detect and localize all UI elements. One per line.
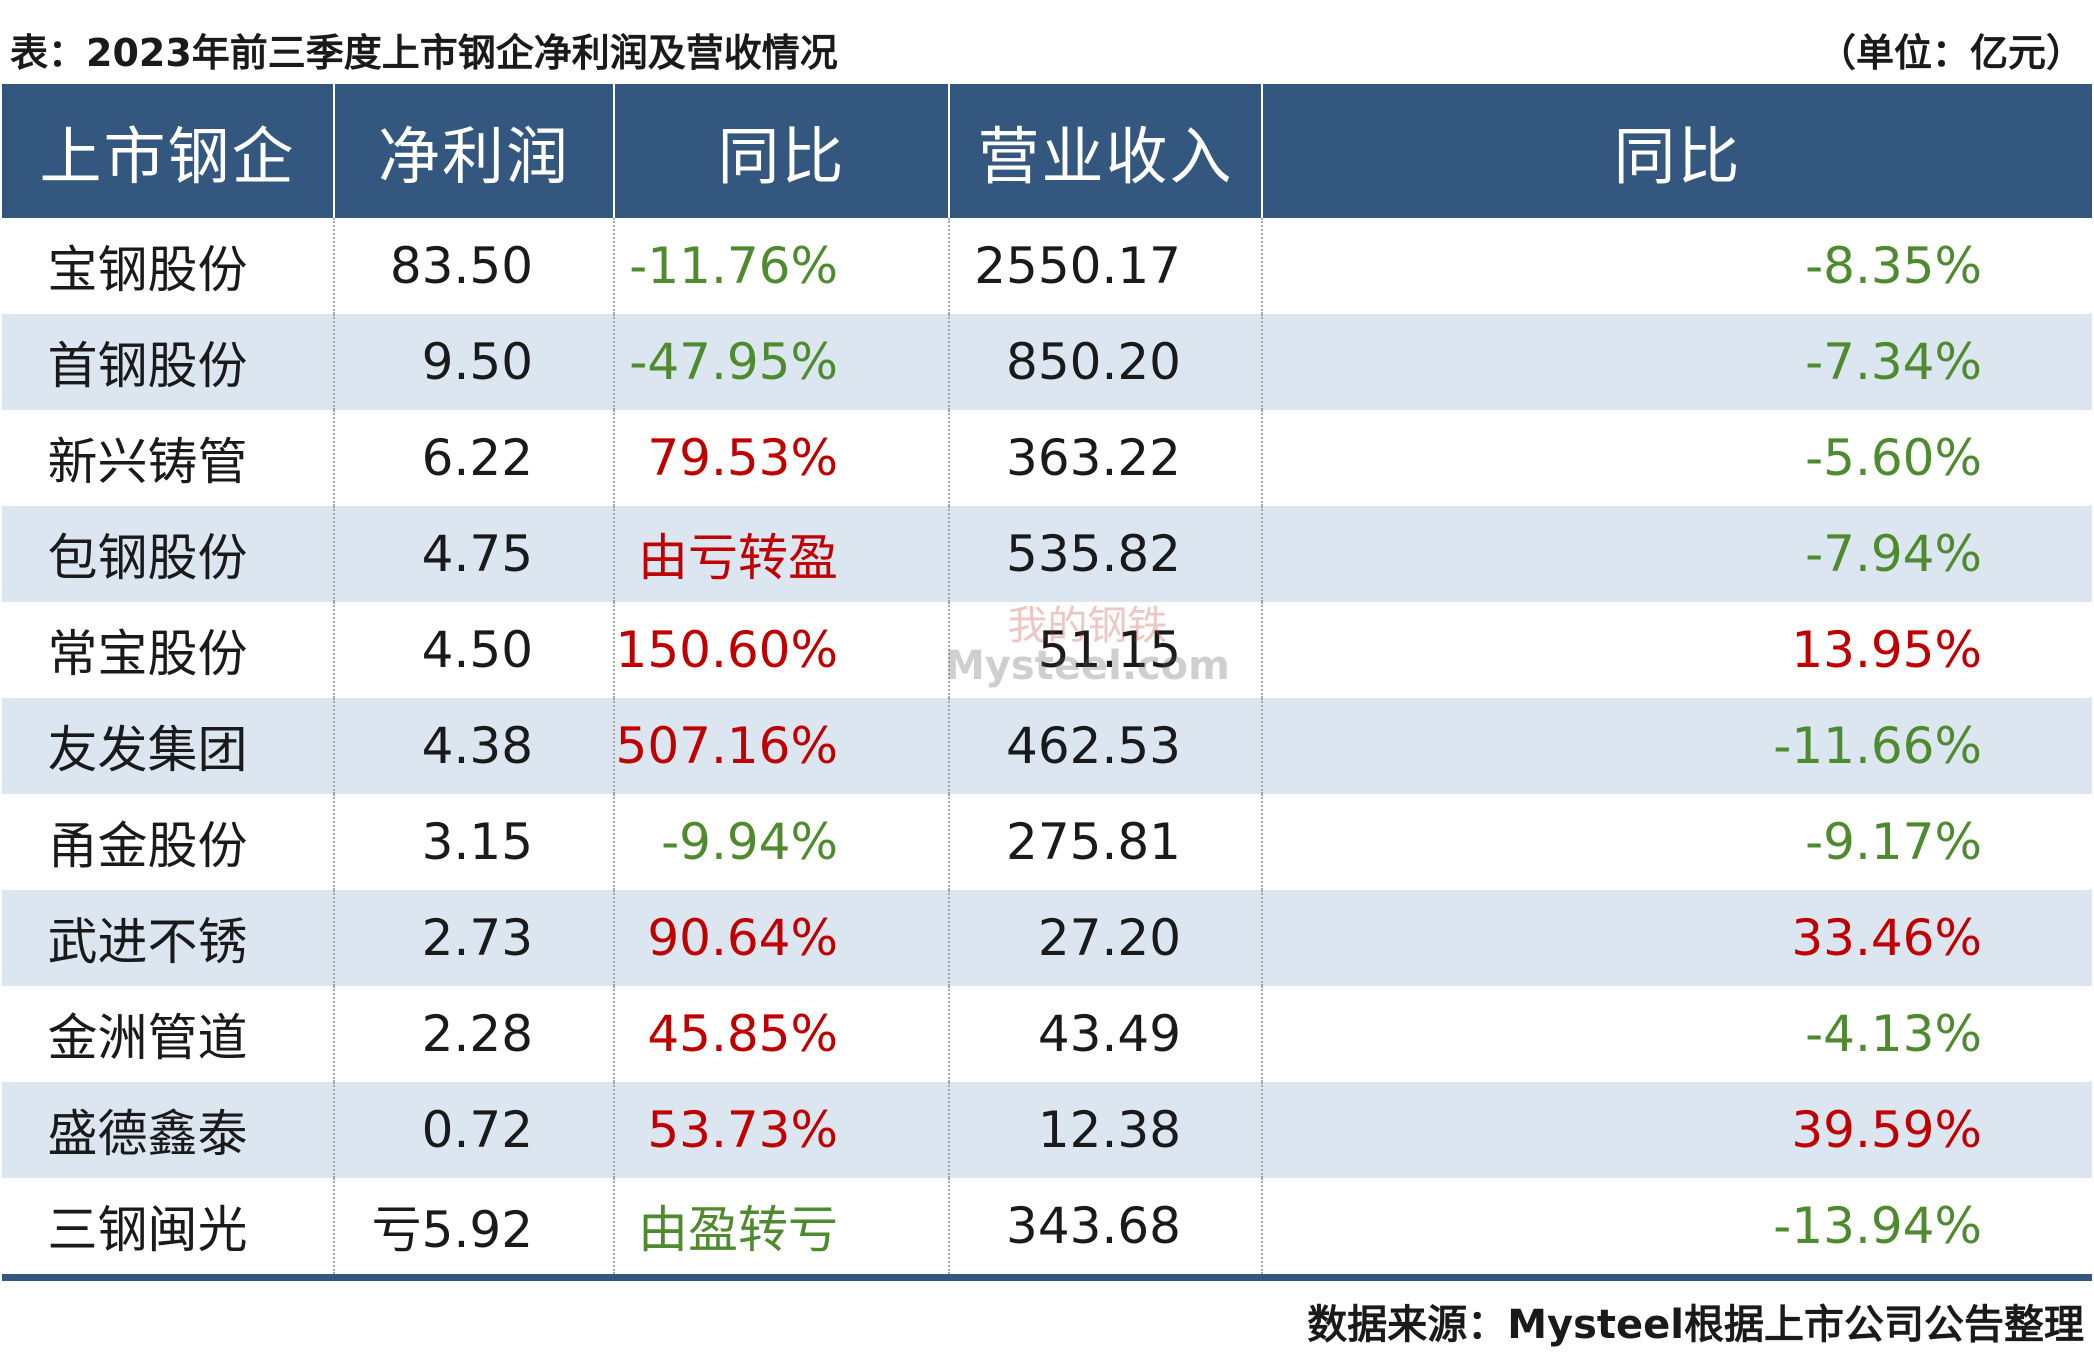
revenue-yoy-cell: -8.35% (1261, 218, 2092, 314)
steel-companies-table: 上市钢企 净利润 同比 营业收入 同比 宝钢股份 83.50 -11.76% 2550… (2, 84, 2092, 1274)
company-cell: 常宝股份 (47, 625, 248, 683)
net-profit-cell: 0.72 (333, 1082, 614, 1178)
net-profit-cell: 6.22 (333, 410, 614, 506)
company-cell: 三钢闽光 (47, 1201, 248, 1259)
revenue-cell: 51.15 (948, 602, 1262, 698)
table-row: 盛德鑫泰 0.72 53.73% 12.38 39.59% (2, 1082, 2092, 1178)
profit-yoy-cell: 507.16% (613, 698, 949, 794)
company-cell: 甬金股份 (47, 817, 248, 875)
net-profit-cell: 2.28 (333, 986, 614, 1082)
company-cell: 宝钢股份 (47, 241, 248, 299)
revenue-yoy-cell: -4.13% (1261, 986, 2092, 1082)
net-profit-cell: 4.75 (333, 506, 614, 602)
revenue-cell: 343.68 (948, 1178, 1262, 1274)
company-cell: 金洲管道 (47, 1009, 248, 1067)
revenue-cell: 850.20 (948, 314, 1262, 410)
revenue-cell: 275.81 (948, 794, 1262, 890)
table-row: 友发集团 4.38 507.16% 462.53 -11.66% (2, 698, 2092, 794)
company-cell: 首钢股份 (2, 314, 334, 410)
table-row: 金洲管道 2.28 45.85% 43.49 -4.13% (2, 986, 2092, 1082)
col-header-revenue: 营业收入 (948, 84, 1262, 218)
revenue-yoy-cell: 13.95% (1261, 602, 2092, 698)
profit-yoy-cell: -47.95% (613, 314, 949, 410)
profit-yoy-cell: 90.64% (613, 890, 949, 986)
table-row: 甬金股份 3.15 -9.94% 275.81 -9.17% (2, 794, 2092, 890)
net-profit-cell: 4.38 (333, 698, 614, 794)
col-header-revenue-yoy: 同比 (1261, 84, 2092, 218)
company-cell: 友发集团 (2, 698, 334, 794)
revenue-yoy-cell: 33.46% (1261, 890, 2092, 986)
profit-yoy-cell: -9.94% (613, 794, 949, 890)
table-row: 常宝股份 4.50 150.60% 51.15 13.95% (2, 602, 2092, 698)
header-row: 上市钢企 净利润 同比 营业收入 同比 (2, 84, 2092, 218)
revenue-cell: 27.20 (948, 890, 1262, 986)
revenue-cell: 43.49 (948, 986, 1262, 1082)
company-cell: 新兴铸管 (47, 433, 248, 491)
profit-yoy-cell: 150.60% (613, 602, 949, 698)
revenue-cell: 2550.17 (948, 218, 1262, 314)
bottom-rule (2, 1274, 2092, 1281)
table-row: 宝钢股份 83.50 -11.76% 2550.17 -8.35% (2, 218, 2092, 314)
company-cell: 武进不锈 (2, 890, 334, 986)
company-cell: 包钢股份 (2, 506, 334, 602)
col-header-profit-yoy: 同比 (613, 84, 949, 218)
unit-label: （单位：亿元） (1817, 31, 2084, 75)
table-row: 三钢闽光 亏5.92 由盈转亏 343.68 -13.94% (2, 1178, 2092, 1274)
table-row: 首钢股份 9.50 -47.95% 850.20 -7.34% (2, 314, 2092, 410)
revenue-yoy-cell: -7.94% (1261, 506, 2092, 602)
revenue-cell: 363.22 (948, 410, 1262, 506)
table-row: 武进不锈 2.73 90.64% 27.20 33.46% (2, 890, 2092, 986)
source-note: 数据来源：Mysteel根据上市公司公告整理 (1307, 1302, 2084, 1348)
revenue-cell: 535.82 (948, 506, 1262, 602)
net-profit-cell: 4.50 (333, 602, 614, 698)
table-caption: 表：2023年前三季度上市钢企净利润及营收情况 (10, 31, 838, 75)
net-profit-cell: 亏5.92 (333, 1178, 614, 1274)
profit-yoy-cell: 45.85% (613, 986, 949, 1082)
col-header-net-profit: 净利润 (333, 84, 614, 218)
profit-yoy-cell: 79.53% (613, 410, 949, 506)
revenue-cell: 462.53 (948, 698, 1262, 794)
profit-yoy-cell: -11.76% (613, 218, 949, 314)
revenue-cell: 12.38 (948, 1082, 1262, 1178)
table-row: 新兴铸管 6.22 79.53% 363.22 -5.60% (2, 410, 2092, 506)
table-row: 包钢股份 4.75 由亏转盈 535.82 -7.94% (2, 506, 2092, 602)
revenue-yoy-cell: -5.60% (1261, 410, 2092, 506)
revenue-yoy-cell: -9.17% (1261, 794, 2092, 890)
net-profit-cell: 83.50 (333, 218, 614, 314)
net-profit-cell: 9.50 (333, 314, 614, 410)
revenue-yoy-cell: -11.66% (1261, 698, 2092, 794)
revenue-yoy-cell: 39.59% (1261, 1082, 2092, 1178)
col-header-company: 上市钢企 (2, 84, 334, 218)
table-body: 宝钢股份 83.50 -11.76% 2550.17 -8.35% 首钢股份 9.50 -47… (2, 218, 2092, 1274)
profit-yoy-cell: 由盈转亏 (613, 1178, 949, 1274)
net-profit-cell: 3.15 (333, 794, 614, 890)
profit-yoy-cell: 由亏转盈 (613, 506, 949, 602)
revenue-yoy-cell: -7.34% (1261, 314, 2092, 410)
company-cell: 盛德鑫泰 (2, 1082, 334, 1178)
revenue-yoy-cell: -13.94% (1261, 1178, 2092, 1274)
net-profit-cell: 2.73 (333, 890, 614, 986)
profit-yoy-cell: 53.73% (613, 1082, 949, 1178)
